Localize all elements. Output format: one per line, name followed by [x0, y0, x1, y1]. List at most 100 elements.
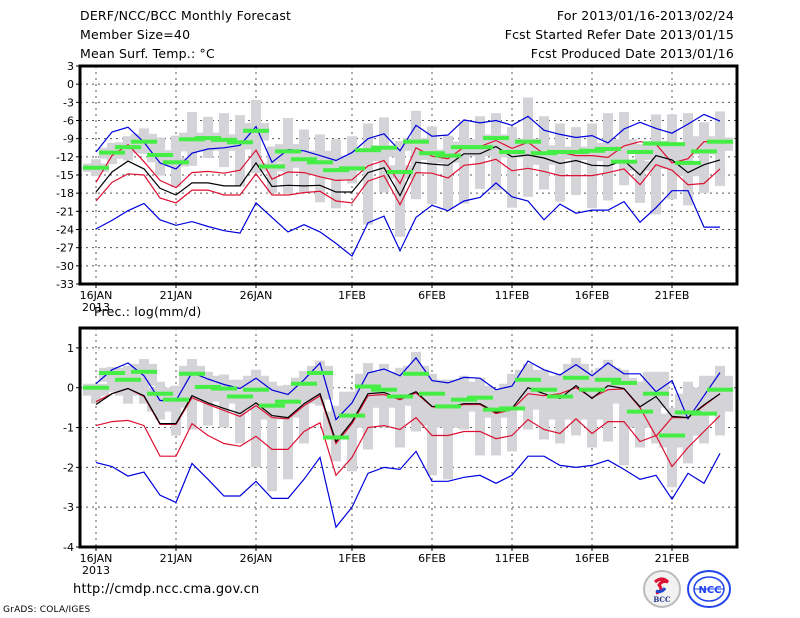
temp-ytick-label: -12 [56, 151, 74, 164]
temp-median-marker [243, 128, 269, 133]
temp-ytick-label: -21 [56, 205, 74, 218]
precip-median-marker [307, 370, 333, 375]
precip-xtick-year: 2013 [82, 564, 110, 577]
temp-ytick-label: -6 [63, 115, 74, 128]
temp-panel-label: Mean Surf. Temp.: °C [80, 46, 215, 61]
temp-whisker-bar [411, 110, 421, 200]
temp-median-marker [179, 137, 205, 142]
temp-box [355, 149, 381, 162]
temp-xtick-label: 21FEB [655, 289, 690, 302]
temp-median-marker [355, 148, 381, 153]
precip-median-marker [291, 381, 317, 386]
temp-median-marker [371, 145, 397, 150]
svg-text:BCC: BCC [653, 595, 671, 604]
temp-ytick-label: -24 [56, 224, 74, 237]
precip-whisker-bar [283, 384, 293, 480]
temp-whisker-bar [491, 113, 501, 191]
precip-line-min [95, 450, 721, 529]
temp-median-marker [659, 142, 685, 147]
precip-median-marker [451, 397, 477, 402]
temp-ytick-label: 0 [67, 78, 74, 91]
precip-median-marker [595, 377, 621, 382]
precip-line-lower [95, 415, 721, 477]
temp-box [371, 145, 397, 157]
precip-median-marker [467, 395, 493, 400]
temp-xtick-label: 11FEB [495, 289, 530, 302]
temp-median-marker [131, 139, 157, 144]
temp-median-marker [339, 166, 365, 171]
temp-line-upper [95, 139, 720, 189]
precip-line-max [95, 356, 721, 421]
temp-box [579, 149, 605, 160]
precip-whisker-bar [347, 391, 357, 472]
precip-median-marker [163, 397, 189, 402]
temp-ytick-label: -15 [56, 169, 74, 182]
precip-median-marker [99, 370, 125, 375]
precip-xtick-label: 1FEB [338, 552, 366, 565]
precip-median-marker [243, 387, 269, 392]
precip-whisker-bar [235, 379, 245, 444]
precip-median-marker [371, 387, 397, 392]
grads-credit: GrADS: COLA/IGES [3, 605, 91, 615]
precip-median-marker [227, 394, 253, 399]
precip-median-marker [83, 385, 109, 390]
temp-ytick-label: -3 [63, 96, 74, 109]
ncc-logo: NCC [687, 570, 731, 608]
temp-whisker-bar [699, 122, 709, 194]
temp-whisker-bar [459, 121, 469, 204]
precip-whisker-bar [651, 379, 661, 444]
precip-whisker-bar [603, 359, 613, 442]
temp-median-marker [691, 149, 717, 154]
precip-median-marker [275, 399, 301, 404]
temp-ytick-label: -30 [56, 260, 74, 273]
temp-xtick-label: 16FEB [575, 289, 610, 302]
temp-median-marker [547, 149, 573, 154]
precip-median-marker [515, 377, 541, 382]
temp-median-marker [211, 137, 237, 142]
precip-whisker-bar [219, 374, 229, 428]
temp-ytick-label: -18 [56, 187, 74, 200]
precip-median-marker [179, 371, 205, 376]
precip-whisker-bar [395, 367, 405, 448]
precip-xtick-label: 21JAN [160, 552, 193, 565]
temp-whisker-bar [507, 127, 517, 208]
precip-median-marker [387, 394, 413, 399]
precip-median-marker [707, 387, 733, 392]
precip-frame [78, 326, 739, 549]
precip-whisker-bar [475, 377, 485, 456]
precip-median-marker [419, 391, 445, 396]
temp-box [675, 162, 701, 177]
temp-median-marker [99, 150, 125, 155]
precip-median-marker [659, 433, 685, 438]
precip-median-marker [131, 369, 157, 374]
source-url[interactable]: http://cmdp.ncc.cma.gov.cn [73, 582, 260, 597]
temp-median-marker [419, 151, 445, 156]
temp-median-marker [195, 136, 221, 141]
precip-xtick-label: 6FEB [418, 552, 446, 565]
temp-median-marker [627, 149, 653, 154]
temp-xtick-label: 6FEB [418, 289, 446, 302]
temp-ytick-label: -27 [56, 242, 74, 255]
forecast-start-date: Fcst Started Refer Date 2013/01/15 [504, 27, 734, 42]
temp-line-min [95, 182, 720, 258]
temp-median-marker [291, 157, 317, 162]
precip-whisker-bar [171, 385, 181, 436]
temp-frame [78, 64, 739, 286]
temp-median-marker [531, 151, 557, 156]
temp-xtick-label: 1FEB [338, 289, 366, 302]
precip-median-marker [339, 413, 365, 418]
temp-median-marker [595, 146, 621, 151]
bcc-logo: BCC [643, 570, 681, 608]
precip-median-marker [627, 409, 653, 414]
precip-median-marker [579, 387, 605, 392]
temp-box [547, 150, 573, 159]
precip-median-marker [115, 377, 141, 382]
temp-median-marker [387, 169, 413, 174]
precip-whisker-bar [267, 381, 277, 492]
temp-whisker-bar [587, 123, 597, 209]
temp-median-marker [707, 139, 733, 144]
temp-median-marker [435, 153, 461, 158]
precip-whisker-bar [619, 369, 629, 466]
temp-xtick-label: 26JAN [240, 289, 273, 302]
